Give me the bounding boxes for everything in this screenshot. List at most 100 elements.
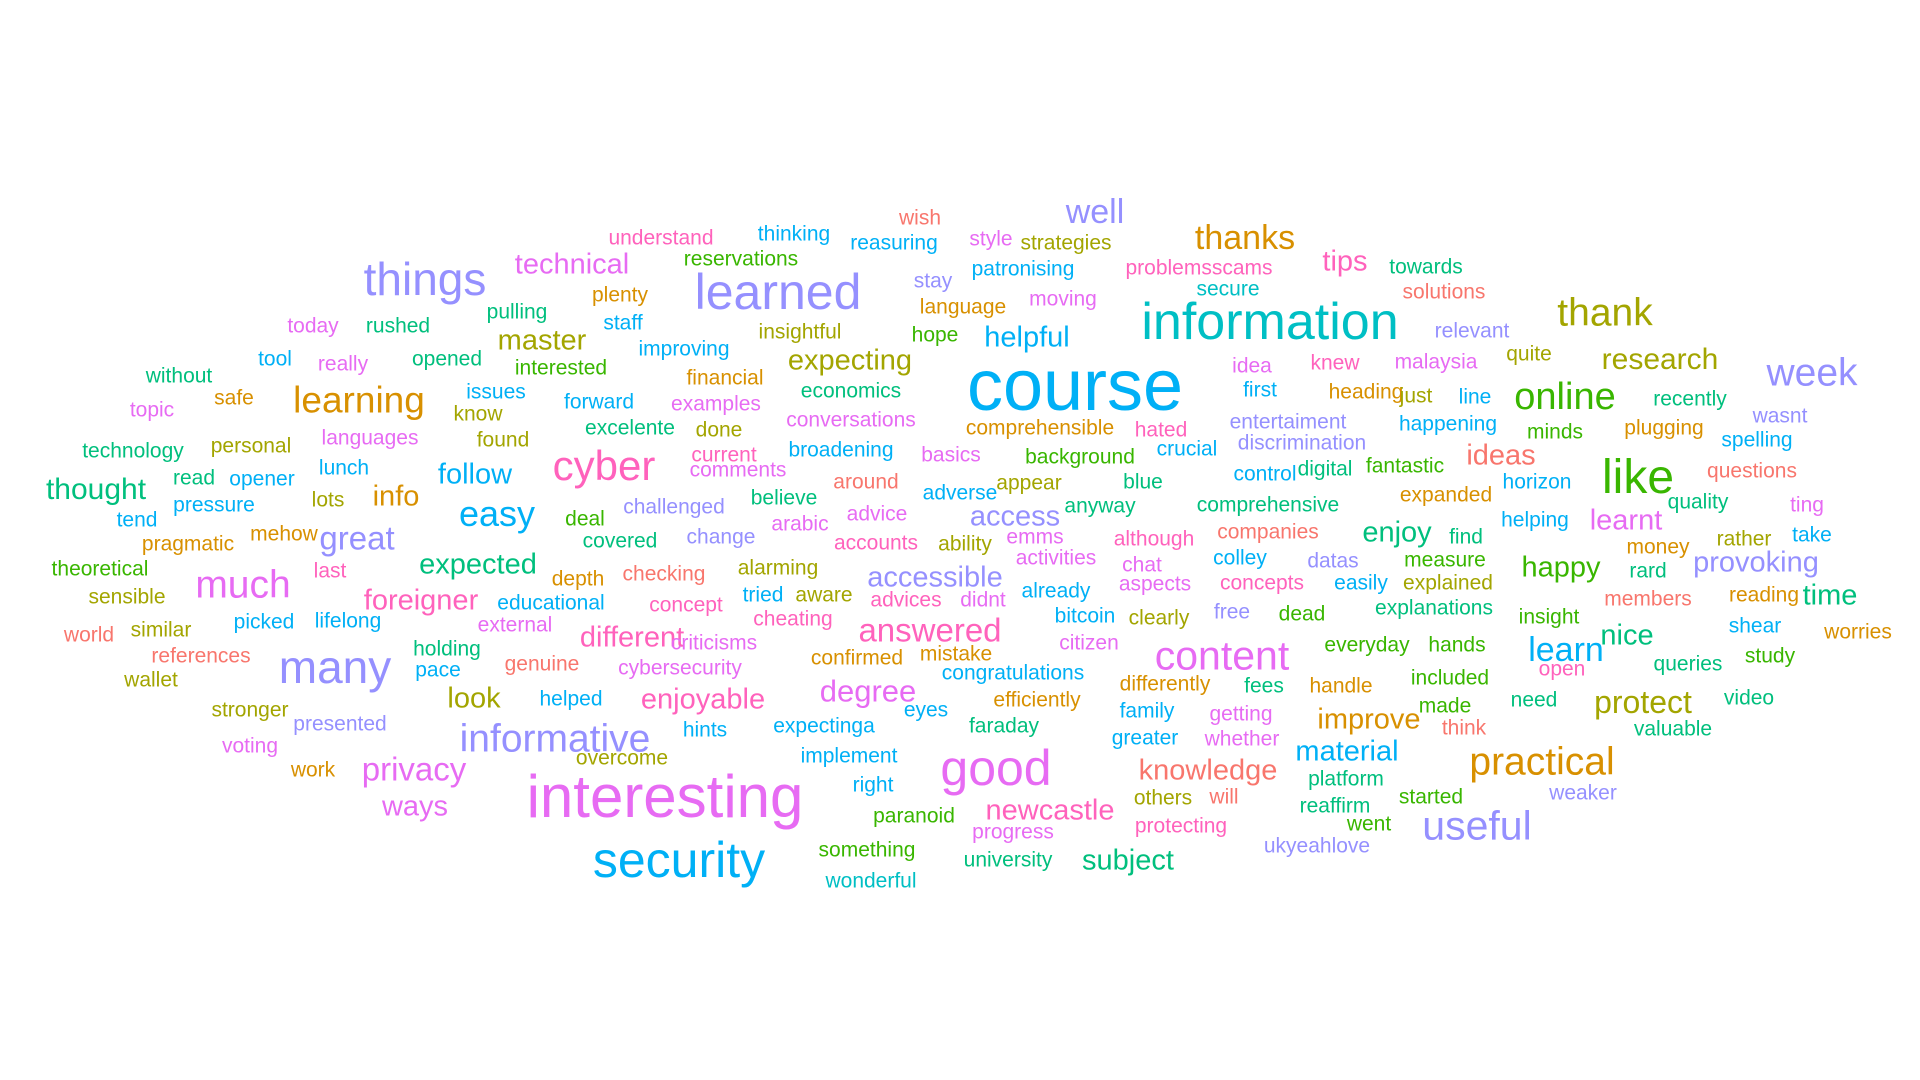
- word-picked: picked: [233, 610, 295, 634]
- word-university: university: [963, 848, 1053, 872]
- word-course: course: [966, 346, 1184, 426]
- word-thinking: thinking: [757, 222, 831, 246]
- word-others: others: [1133, 786, 1193, 810]
- word-already: already: [1021, 579, 1091, 603]
- word-answered: answered: [858, 611, 1002, 649]
- word-explained: explained: [1403, 571, 1493, 595]
- word-wish: wish: [898, 206, 942, 230]
- word-informative: informative: [459, 717, 651, 761]
- word-paranoid: paranoid: [873, 804, 955, 828]
- word-technical: technical: [514, 248, 630, 281]
- word-ways: ways: [381, 790, 449, 823]
- word-confirmed: confirmed: [810, 646, 904, 670]
- word-getting: getting: [1209, 702, 1273, 726]
- word-aspects: aspects: [1118, 572, 1192, 596]
- word-things: things: [363, 253, 487, 305]
- word-provoking: provoking: [1693, 546, 1819, 579]
- word-citizen: citizen: [1059, 631, 1119, 655]
- word-rather: rather: [1716, 527, 1772, 551]
- word-interesting: interesting: [526, 763, 804, 830]
- word-opened: opened: [411, 347, 483, 371]
- word-concepts: concepts: [1219, 571, 1305, 595]
- word-plenty: plenty: [591, 283, 649, 307]
- word-measure: measure: [1404, 548, 1486, 572]
- word-learn: learn: [1528, 631, 1604, 669]
- word-pressure: pressure: [173, 493, 255, 517]
- word-worries: worries: [1824, 620, 1892, 644]
- word-platform: platform: [1308, 767, 1384, 791]
- word-background: background: [1025, 445, 1135, 469]
- word-will: will: [1209, 785, 1239, 809]
- word-subject: subject: [1082, 844, 1174, 877]
- word-stronger: stronger: [211, 698, 289, 722]
- word-digital: digital: [1297, 457, 1353, 481]
- word-efficiently: efficiently: [993, 688, 1081, 712]
- word-pulling: pulling: [486, 300, 548, 324]
- word-made: made: [1418, 694, 1472, 718]
- word-knew: knew: [1310, 351, 1360, 375]
- word-done: done: [695, 418, 743, 442]
- word-languages: languages: [321, 426, 419, 450]
- word-easy: easy: [458, 493, 536, 534]
- word-knowledge: knowledge: [1138, 754, 1278, 787]
- word-although: although: [1113, 527, 1195, 551]
- word-helped: helped: [539, 687, 603, 711]
- word-members: members: [1604, 587, 1692, 611]
- word-conversations: conversations: [786, 408, 916, 432]
- word-useful: useful: [1422, 802, 1532, 849]
- word-comprehensible: comprehensible: [965, 416, 1115, 440]
- word-info: info: [372, 480, 420, 513]
- word-implement: implement: [800, 744, 898, 768]
- word-presented: presented: [293, 712, 387, 736]
- word-many: many: [278, 641, 392, 693]
- word-free: free: [1213, 600, 1251, 624]
- word-dead: dead: [1278, 602, 1326, 626]
- word-insight: insight: [1518, 605, 1580, 629]
- word-well: well: [1065, 193, 1125, 231]
- word-plugging: plugging: [1624, 416, 1704, 440]
- word-mistake: mistake: [919, 642, 993, 666]
- word-towards: towards: [1389, 255, 1463, 279]
- word-expecting: expecting: [787, 344, 913, 377]
- word-appear: appear: [996, 471, 1062, 495]
- word-criticisms: criticisms: [670, 631, 758, 655]
- word-overcome: overcome: [575, 746, 669, 770]
- word-weaker: weaker: [1549, 781, 1617, 805]
- word-solutions: solutions: [1402, 280, 1486, 304]
- word-comments: comments: [689, 458, 787, 482]
- word-advice: advice: [846, 502, 908, 526]
- word-hints: hints: [682, 718, 728, 742]
- word-protecting: protecting: [1134, 814, 1228, 838]
- word-expected: expected: [419, 548, 537, 581]
- word-need: need: [1510, 688, 1558, 712]
- word-accessible: accessible: [867, 561, 1003, 594]
- word-genuine: genuine: [504, 652, 580, 676]
- word-basics: basics: [921, 443, 981, 467]
- word-colley: colley: [1213, 546, 1267, 570]
- word-broadening: broadening: [788, 438, 894, 462]
- word-adverse: adverse: [922, 481, 998, 505]
- word-clearly: clearly: [1128, 606, 1190, 630]
- word-thank: thank: [1557, 291, 1653, 335]
- word-newcastle: newcastle: [985, 794, 1115, 827]
- word-lifelong: lifelong: [314, 609, 382, 633]
- word-external: external: [477, 613, 553, 637]
- word-security: security: [592, 832, 766, 888]
- word-valuable: valuable: [1633, 717, 1713, 741]
- word-foreigner: foreigner: [363, 584, 479, 617]
- word-theoretical: theoretical: [51, 557, 149, 581]
- word-expanded: expanded: [1399, 483, 1493, 507]
- word-read: read: [172, 466, 216, 490]
- word-explanations: explanations: [1375, 596, 1493, 620]
- word-language: language: [919, 295, 1007, 319]
- word-issues: issues: [466, 380, 526, 404]
- word-interested: interested: [514, 356, 608, 380]
- word-world: world: [63, 623, 115, 647]
- word-change: change: [686, 525, 756, 549]
- word-access: access: [969, 500, 1061, 533]
- word-know: know: [453, 402, 503, 426]
- word-found: found: [476, 428, 530, 452]
- word-tend: tend: [116, 508, 158, 532]
- word-discrimination: discrimination: [1237, 431, 1367, 455]
- word-helping: helping: [1501, 508, 1569, 532]
